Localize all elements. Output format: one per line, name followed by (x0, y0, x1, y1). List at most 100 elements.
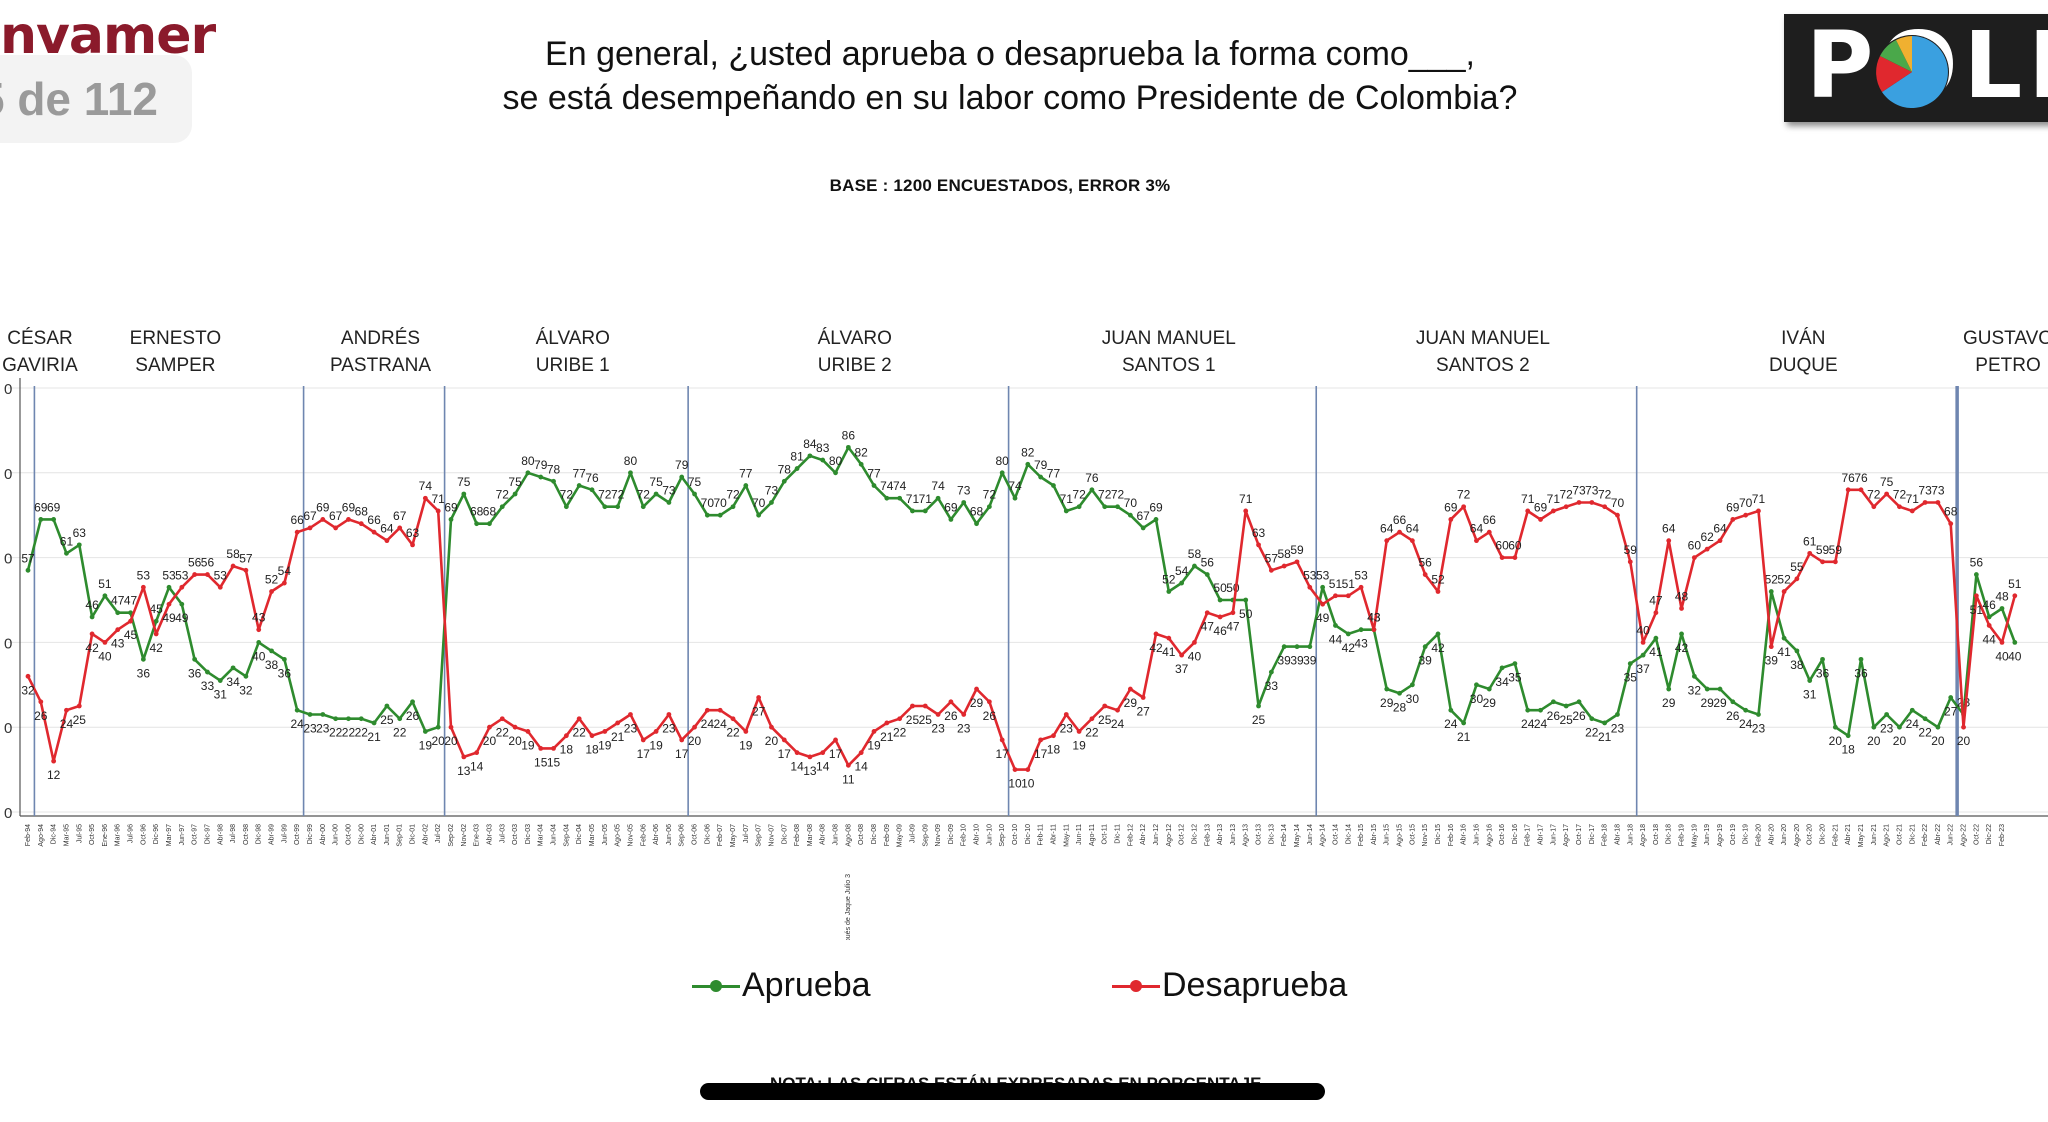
data-point (1166, 635, 1172, 641)
data-label: 67 (303, 509, 317, 523)
data-point (25, 567, 31, 573)
x-tick-label: Jul-96 (128, 824, 135, 843)
data-point (1397, 690, 1402, 696)
data-point (628, 712, 633, 717)
data-point (422, 495, 428, 501)
y-tick-label: 0 (4, 466, 12, 483)
data-point (922, 508, 928, 514)
data-label: 78 (547, 462, 561, 476)
x-tick-label: Oct-10 (1012, 824, 1019, 845)
data-point (1486, 686, 1492, 692)
data-point (1858, 656, 1864, 662)
data-label: 49 (1316, 611, 1330, 625)
data-label: 24 (1521, 717, 1535, 731)
data-label: 40 (1995, 649, 2009, 663)
data-point (474, 521, 480, 527)
x-tick-label: Oct-15 (1409, 824, 1416, 845)
data-point (717, 707, 723, 713)
title-line-2: se está desempeñando en su labor como Pr… (502, 79, 1518, 117)
data-point (487, 521, 492, 527)
president-label-line2: SANTOS 1 (1122, 355, 1216, 376)
data-point (1409, 538, 1415, 544)
data-point (910, 508, 915, 514)
data-label: 77 (739, 467, 753, 481)
data-point (1422, 644, 1428, 650)
data-point (589, 487, 595, 493)
x-tick-label: Feb-20 (1755, 824, 1762, 846)
president-label-line2: URIBE 2 (818, 355, 892, 376)
data-point (2012, 593, 2018, 599)
data-point (64, 707, 69, 713)
data-point (1371, 627, 1377, 633)
x-tick-label: Feb-14 (1281, 824, 1288, 846)
data-point (1627, 559, 1633, 565)
data-point (1268, 567, 1274, 573)
data-label: 26 (1726, 709, 1740, 723)
x-tick-label: Oct-11 (1102, 824, 1109, 845)
data-label: 25 (380, 713, 394, 727)
data-point (743, 729, 749, 734)
data-label: 72 (1111, 488, 1125, 502)
data-point (1820, 559, 1825, 565)
x-tick-label: Ago-16 (1486, 824, 1493, 847)
data-point (1217, 597, 1223, 603)
x-tick-label: Feb-09 (884, 824, 891, 846)
data-label: 36 (188, 666, 202, 680)
x-tick-label: Oct-17 (1576, 824, 1583, 845)
x-tick-label: Jul-95 (76, 824, 83, 843)
data-point (1986, 614, 1992, 620)
data-point (384, 703, 390, 709)
data-label: 72 (1072, 488, 1086, 502)
data-label: 75 (1880, 475, 1894, 489)
data-label: 36 (278, 666, 292, 680)
data-label: 25 (906, 713, 920, 727)
x-tick-label: Jun-19 (1704, 824, 1711, 846)
data-point (1089, 716, 1095, 722)
data-label: 29 (1713, 696, 1727, 710)
data-point (1051, 733, 1056, 739)
x-tick-label: Mar-96 (115, 824, 122, 846)
data-label: 52 (265, 573, 279, 587)
data-point (1333, 623, 1338, 628)
data-point (1615, 712, 1620, 717)
data-point (1499, 665, 1505, 671)
x-tick-label: Jul-98 (230, 824, 237, 843)
data-label: 52 (1765, 573, 1779, 587)
x-tick-label: Feb-10 (961, 824, 968, 846)
data-label: 68 (355, 505, 369, 519)
data-label: 22 (393, 726, 407, 740)
data-point (76, 542, 82, 548)
data-label: 67 (393, 509, 407, 523)
data-label: 47 (124, 594, 138, 608)
data-label: 14 (790, 760, 804, 774)
data-label: 71 (906, 492, 920, 506)
data-point (1704, 686, 1710, 692)
data-label: 25 (919, 713, 933, 727)
x-tick-label: Ago-18 (1640, 824, 1647, 847)
data-point (128, 610, 133, 616)
president-label-line1: JUAN MANUEL (1416, 328, 1550, 349)
x-tick-label: Jun-15 (1384, 824, 1391, 846)
data-point (243, 673, 249, 679)
data-label: 51 (98, 577, 112, 591)
data-point (1461, 720, 1467, 726)
data-label: 27 (1137, 705, 1151, 719)
data-point (1961, 724, 1966, 730)
data-point (1204, 572, 1210, 577)
data-label: 20 (1893, 734, 1907, 748)
data-label: 72 (1560, 488, 1574, 502)
data-point (1832, 724, 1838, 730)
x-tick-label: Feb-19 (1679, 824, 1686, 846)
home-indicator[interactable] (700, 1083, 1325, 1100)
data-point (1397, 529, 1402, 535)
data-label: 51 (1329, 577, 1343, 591)
x-tick-label: Jun-14 (1307, 824, 1314, 846)
y-tick-label: 0 (4, 635, 12, 652)
data-label: 66 (291, 513, 305, 527)
data-point (1012, 495, 1018, 501)
x-tick-label: Nov-02 (461, 824, 468, 847)
data-label: 18 (585, 743, 599, 757)
data-label: 84 (803, 437, 817, 451)
logo-text: nvamer (0, 6, 216, 66)
x-tick-label: Abr-01 (371, 824, 378, 845)
